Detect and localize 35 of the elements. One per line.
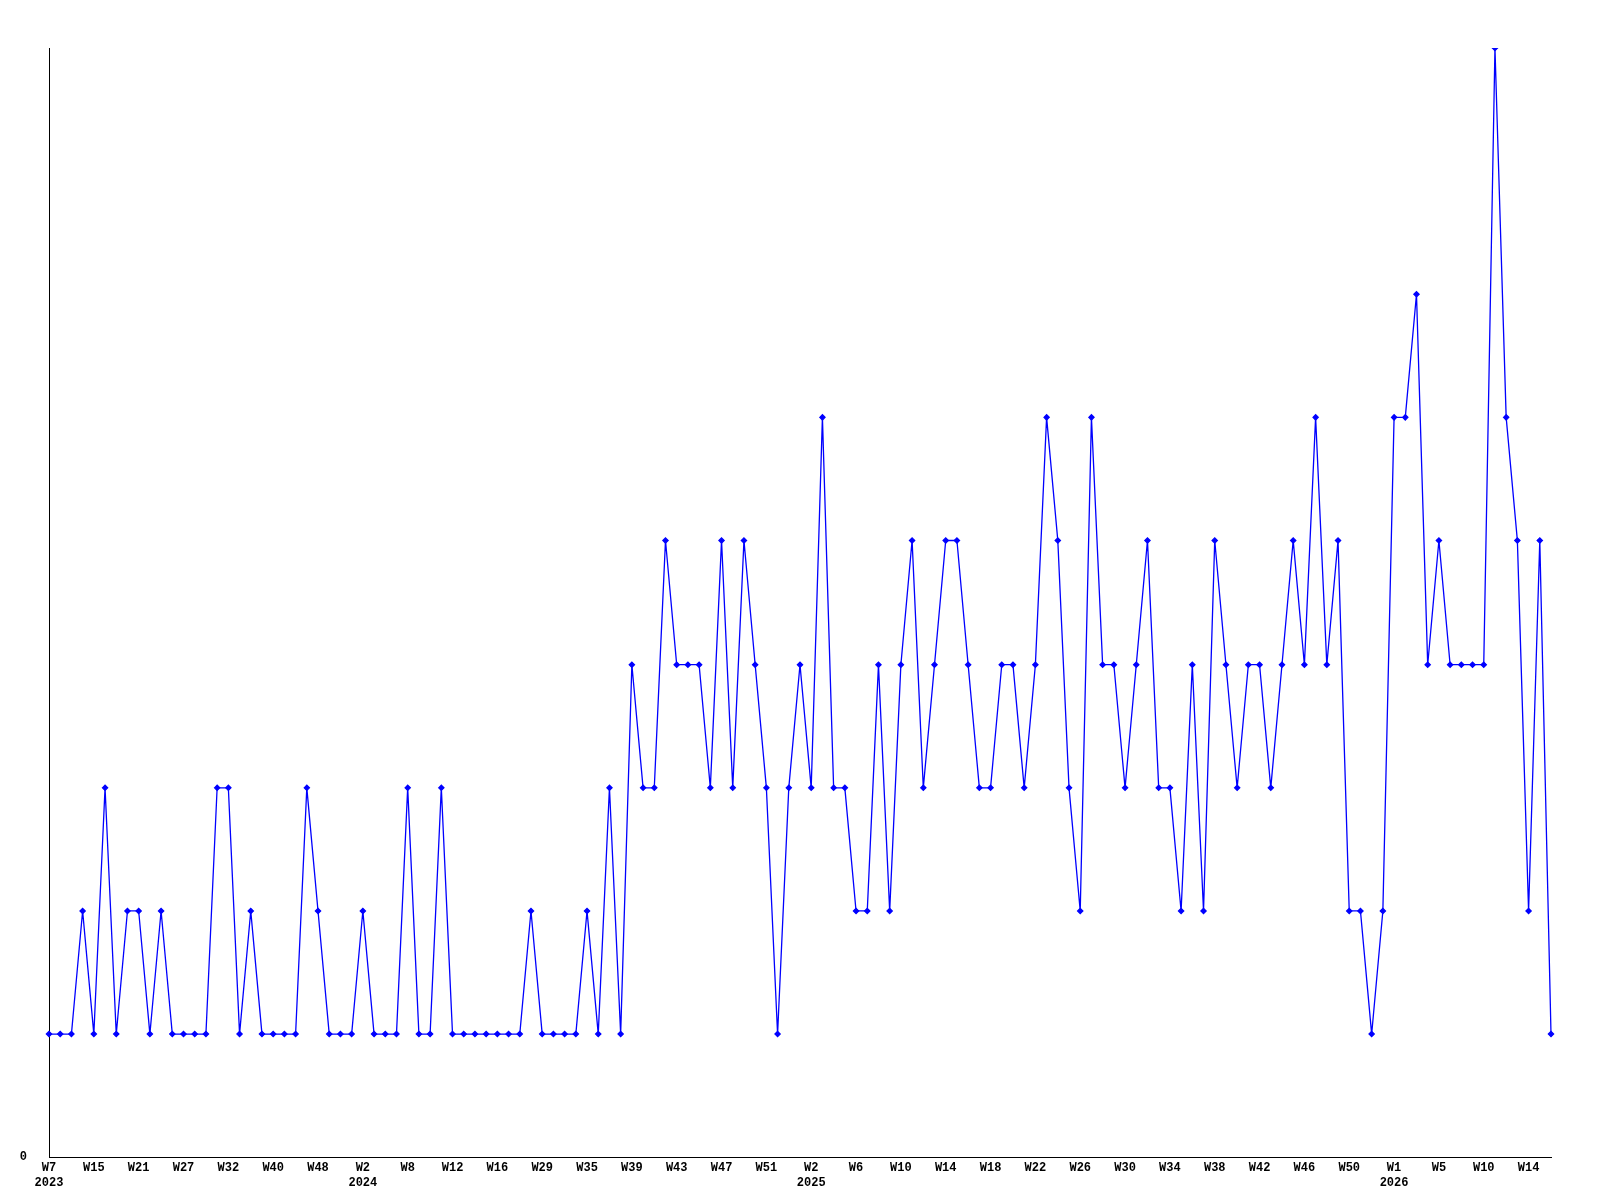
x-tick-label: W1 2026	[1379, 1161, 1409, 1190]
x-tick-label: W27	[172, 1161, 195, 1176]
x-tick-label: W14	[934, 1161, 957, 1176]
x-tick-label: W32	[217, 1161, 240, 1176]
x-tick-label: W2 2024	[348, 1161, 378, 1190]
x-tick-label: W47	[710, 1161, 733, 1176]
x-tick-label: W39	[621, 1161, 643, 1176]
x-tick-label: W30	[1114, 1161, 1136, 1176]
x-tick-label: W8	[400, 1161, 415, 1176]
x-tick-label: W35	[576, 1161, 598, 1176]
x-tick-label: W22	[1024, 1161, 1047, 1176]
x-tick-label: W12	[441, 1161, 464, 1176]
x-tick-label: W10	[890, 1161, 912, 1176]
x-tick-label: W7 2023	[34, 1161, 64, 1190]
x-tick-label: W14	[1517, 1161, 1540, 1176]
x-tick-label: W29	[531, 1161, 553, 1176]
x-tick-label: W34	[1159, 1161, 1181, 1176]
x-tick-label: W5	[1431, 1161, 1447, 1176]
x-tick-label: W2 2025	[796, 1161, 826, 1190]
x-tick-label: W15	[83, 1161, 105, 1176]
x-tick-label: W48	[307, 1161, 329, 1176]
x-tick-label: W10	[1472, 1161, 1495, 1176]
x-tick-label: W26	[1069, 1161, 1092, 1176]
x-tick-label: W46	[1293, 1161, 1316, 1176]
x-tick-label: W6	[848, 1161, 864, 1176]
x-tick-label: W18	[979, 1161, 1002, 1176]
x-tick-label: W38	[1203, 1161, 1226, 1176]
x-tick-label: W42	[1248, 1161, 1271, 1176]
x-tick-label: W40	[262, 1161, 284, 1176]
x-tick-label: W50	[1338, 1161, 1361, 1176]
text: 0	[19, 1150, 27, 1165]
x-tick-label: W21	[127, 1161, 150, 1176]
x-tick-label: W51	[755, 1161, 778, 1176]
x-tick-label: W43	[665, 1161, 688, 1176]
x-tick-label: W16	[486, 1161, 509, 1176]
